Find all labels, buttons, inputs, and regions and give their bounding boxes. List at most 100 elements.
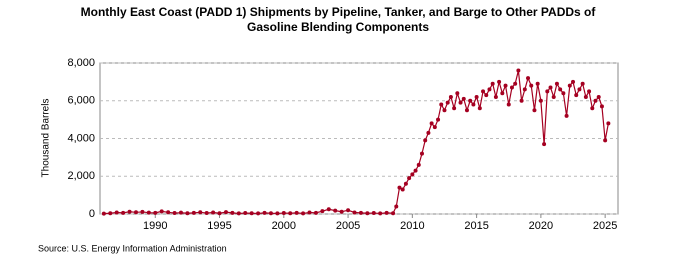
data-point (256, 211, 261, 216)
data-point (513, 81, 518, 86)
data-point (477, 106, 482, 111)
data-point (307, 210, 312, 215)
data-point (217, 211, 222, 216)
data-point (403, 181, 408, 186)
x-tick-label: 1995 (207, 220, 231, 232)
data-point (294, 210, 299, 215)
data-point (333, 208, 338, 213)
data-point (516, 68, 521, 73)
data-point (365, 211, 370, 216)
x-tick-label: 2020 (529, 220, 553, 232)
data-point (121, 210, 126, 215)
y-tick-label: 8,000 (67, 57, 95, 69)
data-point (384, 210, 389, 215)
data-point (133, 210, 138, 215)
data-point (301, 211, 306, 216)
data-point (593, 98, 598, 103)
data-point (442, 108, 447, 113)
x-tick-label: 2010 (400, 220, 424, 232)
data-point (497, 79, 502, 84)
data-point (545, 89, 550, 94)
data-point (391, 211, 396, 216)
data-point (535, 81, 540, 86)
data-point (101, 211, 106, 216)
data-point (471, 102, 476, 107)
data-point (603, 138, 608, 143)
data-point (577, 87, 582, 92)
data-point (400, 187, 405, 192)
data-point (426, 130, 431, 135)
data-point (394, 204, 399, 209)
data-point (436, 117, 441, 122)
data-point (519, 98, 524, 103)
data-point (211, 210, 216, 215)
data-point (567, 83, 572, 88)
chart-subtitle: Gasoline Blending Components (247, 20, 429, 34)
data-point (204, 211, 209, 216)
x-tick-label: 1990 (143, 220, 167, 232)
data-point (452, 106, 457, 111)
data-point (262, 210, 267, 215)
data-point (127, 209, 132, 214)
data-point (574, 93, 579, 98)
data-point (288, 211, 293, 216)
data-point (413, 168, 418, 173)
data-point (484, 93, 489, 98)
data-point (339, 209, 344, 214)
data-point (378, 211, 383, 216)
data-point (281, 211, 286, 216)
data-point (191, 210, 196, 215)
data-point (346, 208, 351, 213)
data-point (474, 94, 479, 99)
data-point (458, 100, 463, 105)
data-point (320, 209, 325, 214)
data-point (419, 151, 424, 156)
data-point (198, 210, 203, 215)
data-point (140, 209, 145, 214)
data-point (448, 94, 453, 99)
data-point (172, 211, 177, 216)
data-point (371, 211, 376, 216)
data-point (439, 102, 444, 107)
data-point (529, 83, 534, 88)
data-point (487, 87, 492, 92)
data-point (558, 87, 563, 92)
data-point (564, 113, 569, 118)
data-point (159, 209, 164, 214)
y-tick-label: 0 (89, 208, 95, 220)
data-point (599, 104, 604, 109)
data-point (596, 94, 601, 99)
data-point (114, 210, 119, 215)
data-point (561, 91, 566, 96)
data-point (275, 211, 280, 216)
data-point (571, 79, 576, 84)
data-point (551, 94, 556, 99)
data-point (500, 91, 505, 96)
data-point (326, 207, 331, 212)
x-tick-label: 2015 (464, 220, 488, 232)
data-point (493, 94, 498, 99)
data-point (445, 100, 450, 105)
data-point (490, 81, 495, 86)
data-point (313, 210, 318, 215)
data-point (506, 102, 511, 107)
x-tick-label: 2005 (336, 220, 360, 232)
data-point (587, 89, 592, 94)
data-point (185, 211, 190, 216)
y-tick-label: 6,000 (67, 95, 95, 107)
data-point (554, 81, 559, 86)
data-point (583, 94, 588, 99)
x-tick-label: 2025 (593, 220, 617, 232)
data-point (352, 210, 357, 215)
data-point (407, 176, 412, 181)
data-point (481, 89, 486, 94)
data-point (548, 85, 553, 90)
data-point (503, 83, 508, 88)
data-point (532, 108, 537, 113)
y-tick-label: 2,000 (67, 170, 95, 182)
data-point (268, 211, 273, 216)
data-point (416, 162, 421, 167)
data-point (468, 98, 473, 103)
data-point (178, 210, 183, 215)
